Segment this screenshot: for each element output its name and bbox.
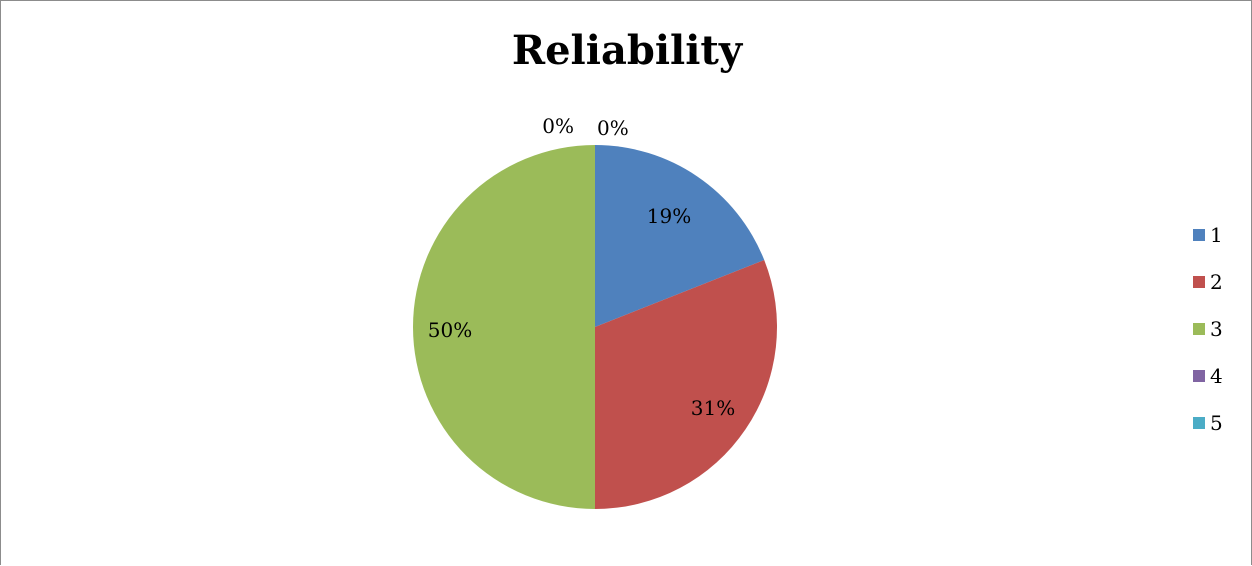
legend-swatch-1 (1193, 228, 1205, 241)
data-label-4: 0% (542, 114, 574, 138)
legend-label-4: 4 (1210, 363, 1223, 388)
pie-slices (413, 145, 778, 509)
legend-swatch-5 (1193, 416, 1205, 429)
legend-item-3: 3 (1193, 316, 1223, 341)
chart-title: Reliability (511, 27, 743, 74)
legend-item-5: 5 (1193, 410, 1223, 435)
pie-slice-1 (595, 145, 765, 327)
legend-label-3: 3 (1210, 316, 1223, 341)
legend-item-2: 2 (1193, 269, 1223, 294)
pie-slice-3 (413, 145, 595, 509)
pie-data-labels: 19% 31% 50% 0% 0% (428, 114, 735, 420)
legend-swatch-4 (1193, 369, 1205, 382)
pie-slice-2 (595, 260, 778, 509)
data-label-3: 50% (428, 318, 472, 342)
data-label-1: 19% (647, 204, 691, 228)
legend-label-5: 5 (1210, 410, 1223, 435)
legend-swatch-3 (1193, 322, 1205, 335)
legend-item-4: 4 (1193, 363, 1223, 388)
legend-swatch-2 (1193, 275, 1205, 288)
data-label-5: 0% (597, 116, 629, 140)
data-label-2: 31% (691, 396, 735, 420)
legend-label-2: 2 (1210, 269, 1223, 294)
legend-label-1: 1 (1210, 222, 1223, 247)
legend-item-1: 1 (1193, 222, 1223, 247)
legend: 1 2 3 4 5 (1193, 223, 1223, 458)
